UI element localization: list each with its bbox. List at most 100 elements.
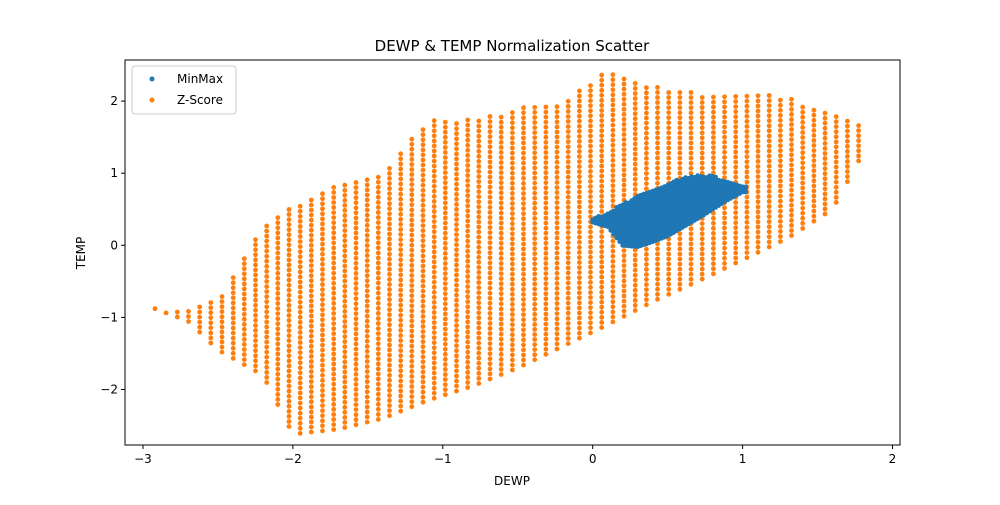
data-point-zscore [543, 124, 549, 130]
data-point-zscore [476, 350, 482, 356]
data-point-zscore [219, 314, 225, 320]
data-point-zscore [308, 349, 314, 354]
data-point-zscore [375, 391, 381, 397]
data-point-zscore [275, 215, 281, 221]
data-point-zscore [588, 224, 593, 230]
data-point-zscore [219, 294, 225, 299]
data-point-zscore [577, 219, 582, 225]
data-point-zscore [845, 133, 850, 139]
data-point-zscore [320, 216, 325, 222]
data-point-zscore [666, 246, 672, 252]
data-point-zscore [577, 118, 582, 124]
data-point-zscore [610, 158, 616, 163]
data-point-zscore [387, 317, 392, 323]
data-point-zscore [454, 202, 459, 207]
data-point-zscore [778, 188, 783, 194]
data-point-zscore [577, 260, 582, 265]
data-point-zscore [331, 346, 337, 352]
data-point-zscore [253, 323, 258, 328]
data-point-zscore [454, 166, 459, 172]
data-point-zscore [577, 113, 582, 119]
data-point-zscore [632, 262, 638, 268]
data-point-zscore [498, 245, 504, 251]
data-point-zscore [722, 225, 727, 231]
data-point-zscore [342, 268, 348, 274]
data-point-zscore [532, 150, 538, 156]
data-point-zscore [532, 145, 538, 151]
data-point-zscore [219, 319, 225, 325]
data-point-zscore [510, 180, 515, 186]
data-point-zscore [454, 267, 459, 273]
data-point-zscore [655, 145, 660, 151]
data-point-zscore [454, 222, 459, 228]
data-point-zscore [543, 220, 549, 226]
data-point-zscore [264, 264, 270, 269]
data-point-zscore [186, 319, 191, 324]
data-point-zscore [454, 181, 459, 187]
data-point-zscore [297, 249, 303, 255]
data-point-zscore [599, 229, 605, 235]
data-point-zscore [532, 180, 538, 186]
data-point-zscore [253, 247, 258, 253]
data-point-zscore [487, 356, 493, 362]
data-point-zscore [465, 279, 471, 284]
data-point-zscore [264, 279, 270, 284]
data-point-zscore [454, 282, 459, 288]
data-point-zscore [342, 303, 348, 309]
data-point-zscore [308, 409, 314, 415]
data-point-zscore [510, 231, 515, 237]
data-point-zscore [364, 394, 370, 400]
data-point-zscore [766, 168, 772, 174]
data-point-zscore [532, 316, 538, 322]
data-point-zscore [197, 314, 203, 320]
data-point-zscore [733, 114, 739, 120]
data-point-zscore [510, 160, 515, 166]
data-point-zscore [722, 119, 727, 125]
data-point-zscore [320, 408, 325, 414]
data-point-zscore [409, 207, 415, 213]
data-point-zscore [554, 260, 560, 266]
data-point-zscore [454, 373, 459, 379]
data-point-zscore [744, 164, 750, 170]
data-point-zscore [420, 389, 426, 395]
data-point-zscore [476, 189, 482, 195]
data-point-zscore [655, 286, 660, 292]
data-point-zscore [431, 360, 437, 366]
data-point-zscore [532, 140, 538, 146]
data-point-zscore [822, 206, 828, 212]
data-point-zscore [733, 225, 739, 231]
data-point-zscore [766, 189, 772, 194]
data-point-zscore [487, 124, 493, 129]
data-point-zscore [320, 211, 325, 217]
data-point-zscore [308, 222, 314, 228]
data-point-zscore [442, 316, 448, 322]
data-point-zscore [420, 369, 426, 375]
data-point-zscore [297, 431, 303, 436]
data-point-zscore [610, 294, 616, 300]
data-point-zscore [554, 255, 560, 261]
data-point-zscore [632, 131, 638, 137]
data-point-zscore [465, 269, 471, 274]
data-point-zscore [442, 215, 448, 221]
data-point-zscore [219, 339, 225, 345]
data-point-zscore [420, 394, 426, 400]
data-point-zscore [264, 359, 270, 365]
data-point-zscore [565, 184, 571, 190]
data-point-minmax [713, 174, 718, 180]
data-point-zscore [308, 394, 314, 400]
data-point-zscore [543, 195, 549, 201]
data-point-zscore [487, 285, 493, 291]
data-point-zscore [577, 250, 582, 255]
data-point-zscore [722, 240, 727, 246]
data-point-zscore [543, 296, 549, 302]
data-point-zscore [755, 113, 761, 119]
data-point-zscore [510, 342, 515, 348]
data-point-zscore [387, 408, 392, 413]
data-point-zscore [353, 397, 359, 402]
data-point-zscore [286, 242, 292, 248]
data-point-zscore [733, 154, 739, 160]
data-point-zscore [766, 103, 772, 108]
data-point-zscore [510, 150, 515, 156]
data-point-zscore [476, 123, 482, 129]
data-point-zscore [364, 253, 370, 258]
